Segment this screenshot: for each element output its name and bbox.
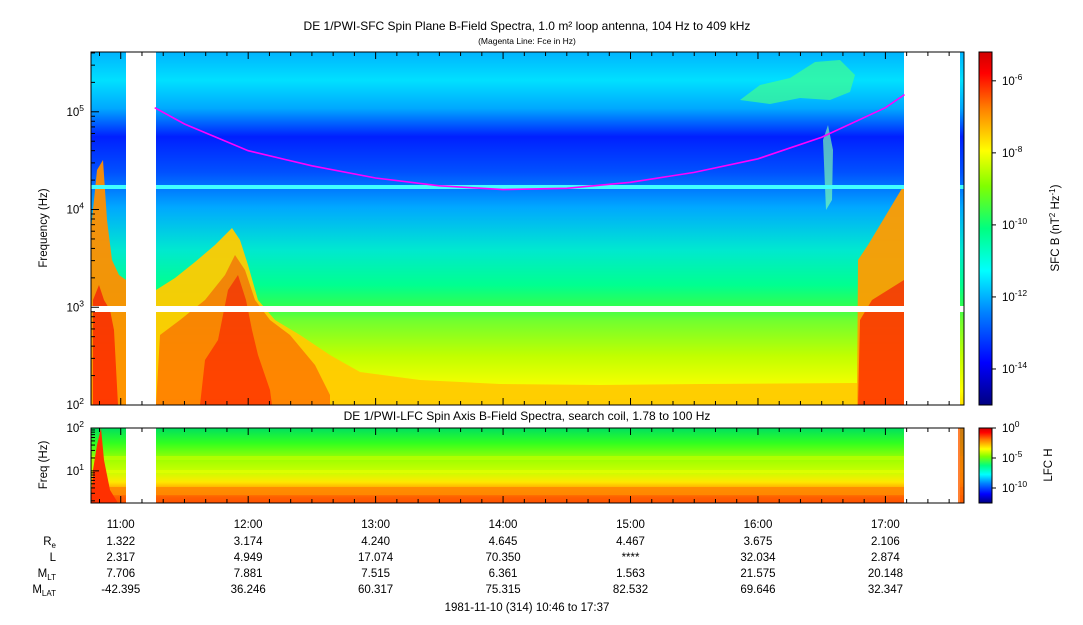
lfc-colorbar-ticks: 100 10-5 10-10 [992,419,1027,495]
ephemeris-value: 1.563 [616,568,645,580]
ephemeris-value: 4.949 [234,552,263,564]
ephemeris-value: 60.317 [358,584,393,596]
lfc-left-burst [91,428,118,503]
sfc-y-label: Frequency (Hz) [38,188,50,267]
ephemeris-value: 2.317 [106,552,135,564]
x-tick-label: 13:00 [361,519,390,531]
ephemeris-value: 4.240 [361,536,390,548]
ephemeris-value: 36.246 [231,584,266,596]
chart-title: DE 1/PWI-SFC Spin Plane B-Field Spectra,… [304,19,751,33]
interference-band [91,185,964,189]
time-range-footer: 1981-11-10 (314) 10:46 to 17:37 [445,602,610,614]
data-gap-1 [126,52,156,405]
ephemeris-value: -42.395 [101,584,140,596]
x-tick-label: 17:00 [871,519,900,531]
ephemeris-value: 69.646 [740,584,775,596]
ephemeris-value: **** [622,552,640,564]
lfc-data-gap-1 [126,428,156,503]
ephemeris-value: 20.148 [868,568,903,580]
sfc-y-tick-label: 102 [66,396,84,412]
lfc-y-ticks: 101 102 [66,419,99,502]
x-axis: 11:00 12:00 13:00 14:00 15:00 16:00 17:00 [98,52,950,531]
ephemeris-value: 6.361 [489,568,518,580]
ephemeris-table: Re L MLT MLAT 1.322 3.174 4.240 4.645 4.467 3.675… [32,536,903,598]
ephemeris-value: 17.074 [358,552,394,564]
chorus-band [156,228,857,405]
ephemeris-row-label: L [50,552,57,564]
ephemeris-value: 7.515 [361,568,390,580]
ephemeris-value: 3.675 [744,536,773,548]
ephemeris-value: 75.315 [485,584,520,596]
chart-subtitle: (Magenta Line: Fce in Hz) [478,36,576,46]
lfc-band-2 [91,470,964,473]
ephemeris-row-label: Re [43,536,56,550]
fce-line [154,93,905,191]
sfc-colorbar-label: SFC B (nT2 Hz-1) [1048,184,1062,271]
auroral-emission-left-core [93,285,118,405]
ephemeris-value: 82.532 [613,584,648,596]
sfc-cbar-tick-label: 10-12 [1002,288,1027,304]
lfc-cbar-tick-label: 10-5 [1002,449,1023,465]
x-tick-label: 11:00 [107,519,135,531]
lfc-cbar-tick-label: 10-10 [1002,479,1027,495]
ephemeris-value: 2.874 [871,552,900,564]
sfc-y-tick-label: 104 [66,201,84,217]
lfc-band-3 [91,487,964,495]
x-tick-label: 15:00 [616,519,645,531]
sfc-colorbar-ticks: 10-6 10-8 10-10 10-12 10-14 [992,72,1027,376]
sfc-colorbar [978,51,993,406]
x-tick-label: 14:00 [489,519,518,531]
x-tick-label: 16:00 [744,519,773,531]
lfc-frame [90,427,965,504]
lfc-y-tick-label: 101 [66,462,84,478]
lfc-colorbar [978,427,993,504]
sfc-frame [90,51,965,406]
ephemeris-value: 21.575 [740,568,775,580]
lfc-spectrogram [91,428,964,503]
sfc-spectrogram [91,52,964,405]
lfc-band-1 [91,456,964,460]
x-tick-label: 12:00 [234,519,263,531]
data-gap-2 [904,52,960,405]
lfc-y-label: Freq (Hz) [38,441,50,490]
ephemeris-value: 2.106 [871,536,900,548]
sfc-cbar-tick-label: 10-6 [1002,72,1023,88]
ephemeris-value: 7.706 [106,568,135,580]
sfc-cbar-tick-label: 10-8 [1002,144,1023,160]
hiss-patch [740,60,855,104]
sfc-y-tick-label: 103 [66,298,84,314]
chorus-band-peak [200,275,272,405]
lfc-edge-strip [958,428,964,503]
sfc-y-tick-label: 105 [66,103,84,119]
ephemeris-value: 3.174 [234,536,263,548]
ephemeris-value: 4.645 [489,536,518,548]
ephemeris-value: 7.881 [234,568,263,580]
lfc-colorbar-label: LFC H [1043,448,1055,481]
band-gap [91,306,964,312]
ephemeris-value: 4.467 [616,536,645,548]
sfc-y-ticks: 102 103 104 105 [66,52,99,412]
lfc-y-tick-label: 102 [66,419,84,435]
lfc-data-gap-2 [904,428,960,503]
ephemeris-value: 1.322 [106,536,135,548]
ephemeris-value: 70.350 [485,552,520,564]
sfc-cbar-tick-label: 10-10 [1002,216,1027,232]
ephemeris-value: 32.034 [740,552,776,564]
ephemeris-row-label: MLT [38,568,56,582]
sfc-cbar-tick-label: 10-14 [1002,360,1027,376]
ephemeris-row-label: MLAT [32,584,56,598]
lfc-title: DE 1/PWI-LFC Spin Axis B-Field Spectra, … [344,409,711,423]
lfc-cbar-tick-label: 100 [1002,419,1020,435]
ephemeris-value: 32.347 [868,584,903,596]
